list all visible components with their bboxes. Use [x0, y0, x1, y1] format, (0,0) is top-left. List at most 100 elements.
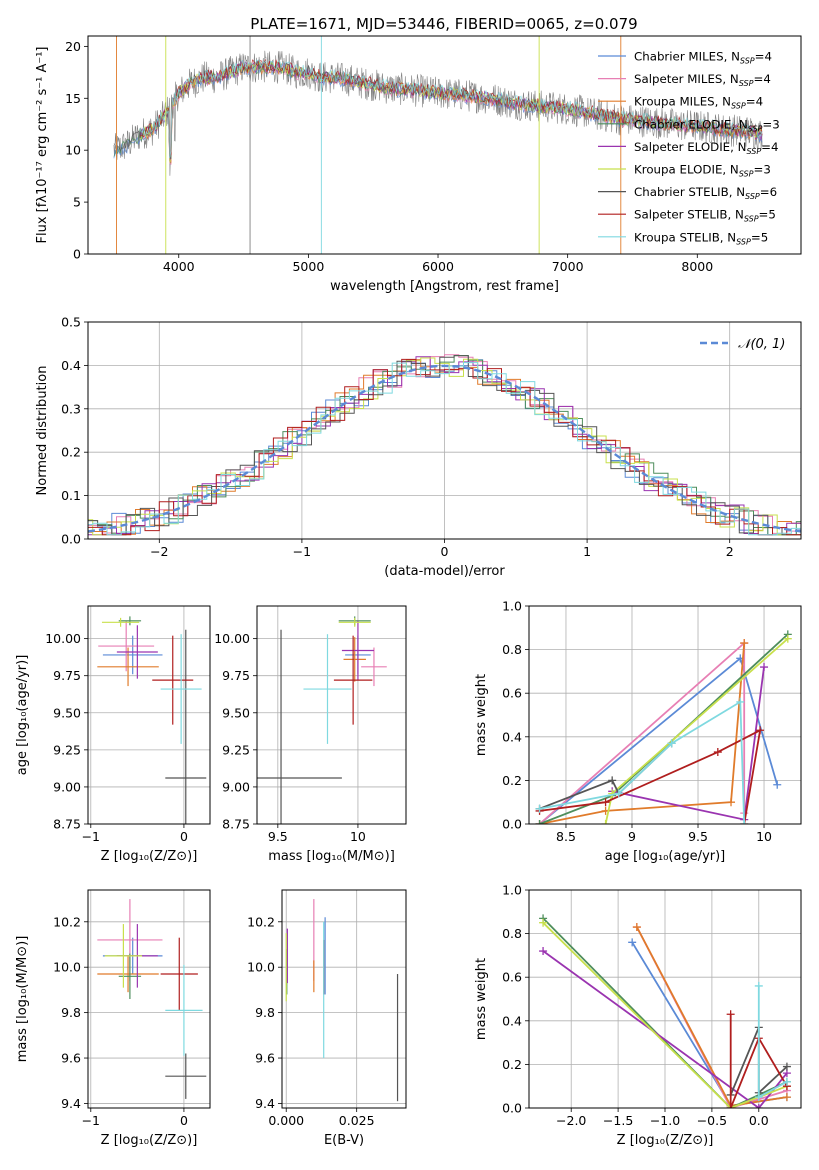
y-tick-label: 20: [65, 39, 81, 54]
y-tick-label: 5: [73, 195, 81, 210]
errorbars-mass-vs-EBV: [285, 899, 399, 1102]
y-axis-label: Normed distribution: [35, 366, 50, 496]
y-tick-label: 9.00: [222, 779, 250, 794]
y-tick-label: 0.4: [61, 358, 81, 373]
weight-point-marker: [601, 798, 610, 807]
x-tick-label: 0.000: [268, 1113, 304, 1128]
x-tick-label: 8000: [681, 259, 713, 274]
y-tick-label: 9.50: [53, 705, 81, 720]
y-tick-label: 9.8: [255, 1005, 275, 1020]
histogram-kroupa-stelib: [88, 362, 801, 536]
legend-label: Salpeter ELODIE, NSSP=4: [634, 140, 779, 156]
weight-point-marker: [632, 923, 641, 932]
y-axis-label: mass weight: [474, 958, 489, 1040]
x-tick-label: −1: [82, 829, 100, 844]
weight-point-marker: [539, 918, 548, 927]
weight-point-marker: [667, 739, 676, 748]
y-tick-label: 0.0: [61, 532, 81, 547]
legend-label: 𝒩(0, 1): [738, 337, 785, 352]
weight-point-marker: [740, 820, 749, 824]
y-tick-label: 0.0: [502, 1101, 522, 1116]
y-tick-label: 0: [73, 247, 81, 262]
y-tick-label: 9.50: [222, 705, 250, 720]
errorbar-point: [101, 617, 140, 627]
y-tick-label: 9.4: [255, 1096, 275, 1111]
errorbar-point: [116, 625, 158, 679]
legend-label: Kroupa ELODIE, NSSP=3: [634, 163, 771, 179]
weight-series-line: [542, 950, 788, 1108]
x-axis-label: (data-model)/error: [384, 564, 505, 579]
y-tick-label: 0.4: [502, 729, 522, 744]
legend-label: Chabrier ELODIE, NSSP=3: [634, 117, 780, 133]
weight-point-marker: [608, 776, 617, 785]
axes-weight-vs-Z: −2.0 −1.5 −1.0 −0.5 0.0 0.0 0.2 0.4 0.6 0.8 1.0 Z […: [474, 883, 801, 1148]
weight-series-line: [539, 643, 746, 824]
x-tick-label: 5000: [292, 259, 324, 274]
weight-point-marker: [756, 726, 765, 735]
y-tick-label: 0.2: [502, 773, 522, 788]
x-tick-label: 0: [441, 544, 449, 559]
y-axis-label: mass [log₁₀(M/M⊙)]: [15, 936, 30, 1063]
legend-label: Chabrier MILES, NSSP=4: [634, 50, 772, 66]
x-tick-label: −0.5: [697, 1113, 727, 1128]
x-tick-label: −1: [293, 544, 311, 559]
x-tick-label: 2: [726, 544, 734, 559]
errorbar-point: [98, 620, 155, 672]
x-axis-label: E(B-V): [324, 1133, 364, 1148]
axes-age-vs-Z: −1 0 8.75 9.00 9.25 9.50 9.75 10.00 Z [log₁₀(Z/Z…: [15, 606, 210, 864]
weight-point-marker: [760, 663, 769, 672]
y-tick-label: 10: [65, 143, 81, 158]
y-axis-label: Flux [fλ10⁻¹⁷ erg cm⁻² s⁻¹ A⁻¹]: [35, 47, 50, 244]
errorbar-point: [104, 924, 143, 988]
errorbar-point: [118, 616, 142, 626]
plot-frame: [87, 321, 802, 540]
y-tick-label: 9.00: [53, 779, 81, 794]
weight-point-marker: [539, 947, 548, 956]
x-axis-label: Z [log₁₀(Z/Z⊙)]: [617, 1133, 714, 1148]
y-tick-label: 9.6: [255, 1051, 275, 1066]
errorbar-point: [165, 964, 203, 1056]
x-tick-label: 8.5: [556, 829, 576, 844]
weight-point-marker: [740, 639, 749, 648]
weight-point-marker: [726, 1010, 735, 1019]
x-tick-label: 9.5: [688, 829, 708, 844]
histogram-chabrier-stelib: [88, 355, 801, 536]
x-tick-label: 0: [180, 1113, 188, 1128]
weight-series-line: [631, 941, 788, 1107]
legend-label: Chabrier STELIB, NSSP=6: [634, 185, 777, 201]
plot-frame: [528, 889, 802, 1109]
legend-label: Salpeter STELIB, NSSP=5: [634, 208, 776, 224]
weight-point-marker: [736, 697, 745, 706]
y-tick-label: 0.2: [502, 1057, 522, 1072]
y-tick-label: 8.75: [53, 817, 81, 832]
y-tick-label: 0.6: [502, 686, 522, 701]
weight-point-marker: [782, 1062, 791, 1071]
y-tick-label: 0.5: [61, 315, 81, 330]
errorbar-point: [165, 629, 207, 824]
axes-mass-vs-Z: −1 0 9.4 9.6 9.8 10.0 10.2 Z [log₁₀(Z/Z⊙)] mass …: [15, 890, 210, 1148]
y-tick-label: 9.8: [61, 1005, 81, 1020]
weight-series-line: [539, 728, 762, 824]
weight-lines-weight-vs-age: [535, 630, 792, 824]
observed-spectrum: [113, 50, 763, 176]
weight-point-marker: [628, 938, 637, 947]
plot-frame: [256, 605, 407, 825]
plot-frame: [87, 889, 211, 1109]
weight-point-marker: [535, 820, 544, 824]
x-tick-label: 0.025: [339, 1113, 375, 1128]
legend-label: Kroupa MILES, NSSP=4: [634, 95, 763, 111]
y-tick-label: 9.25: [222, 742, 250, 757]
errorbar-point: [338, 617, 371, 627]
errorbar-point: [333, 635, 373, 725]
weight-series-line: [542, 922, 788, 1108]
x-tick-label: 9: [628, 829, 636, 844]
y-tick-label: 10.0: [247, 960, 275, 975]
y-tick-label: 0.8: [502, 642, 522, 657]
y-tick-label: 9.25: [53, 742, 81, 757]
x-axis-label: mass [log₁₀(M/M⊙)]: [268, 849, 395, 864]
weight-lines-weight-vs-Z: [539, 914, 791, 1108]
y-tick-label: 0.2: [61, 445, 81, 460]
errorbars-age-vs-mass: [257, 616, 387, 824]
x-tick-label: −2: [150, 544, 168, 559]
